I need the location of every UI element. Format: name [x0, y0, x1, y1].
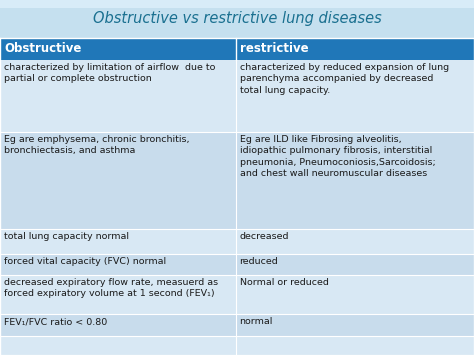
- Bar: [0, 336, 474, 355]
- Text: forced vital capacity (FVC) normal: forced vital capacity (FVC) normal: [4, 257, 166, 266]
- Bar: [0, 132, 474, 229]
- Text: total lung capacity normal: total lung capacity normal: [4, 232, 129, 241]
- Text: Normal or reduced: Normal or reduced: [239, 278, 328, 287]
- Bar: [0, 275, 474, 314]
- Text: restrictive: restrictive: [239, 43, 308, 55]
- Bar: [0, 60, 474, 132]
- Text: characterized by reduced expansion of lung
parenchyma accompanied by decreased
t: characterized by reduced expansion of lu…: [239, 63, 449, 95]
- Text: characterized by limitation of airflow  due to
partial or complete obstruction: characterized by limitation of airflow d…: [4, 63, 215, 83]
- Bar: [0, 314, 474, 336]
- Text: Obstructive vs restrictive lung diseases: Obstructive vs restrictive lung diseases: [92, 11, 382, 27]
- Text: Eg are emphysema, chronic bronchitis,
bronchiectasis, and asthma: Eg are emphysema, chronic bronchitis, br…: [4, 135, 190, 155]
- Bar: [0, 253, 474, 275]
- Text: decreased expiratory flow rate, measuerd as
forced expiratory volume at 1 second: decreased expiratory flow rate, measuerd…: [4, 278, 218, 298]
- Bar: [0, 0, 474, 38]
- Bar: [0, 0, 474, 8]
- Bar: [0, 229, 474, 253]
- Text: normal: normal: [239, 317, 273, 326]
- Text: FEV₁/FVC ratio < 0.80: FEV₁/FVC ratio < 0.80: [4, 317, 107, 326]
- Text: reduced: reduced: [239, 257, 278, 266]
- Text: decreased: decreased: [239, 232, 289, 241]
- Text: Eg are ILD like Fibrosing alveolitis,
idiopathic pulmonary fibrosis, interstitia: Eg are ILD like Fibrosing alveolitis, id…: [239, 135, 435, 178]
- Text: Obstructive: Obstructive: [4, 43, 82, 55]
- Bar: [0, 38, 474, 60]
